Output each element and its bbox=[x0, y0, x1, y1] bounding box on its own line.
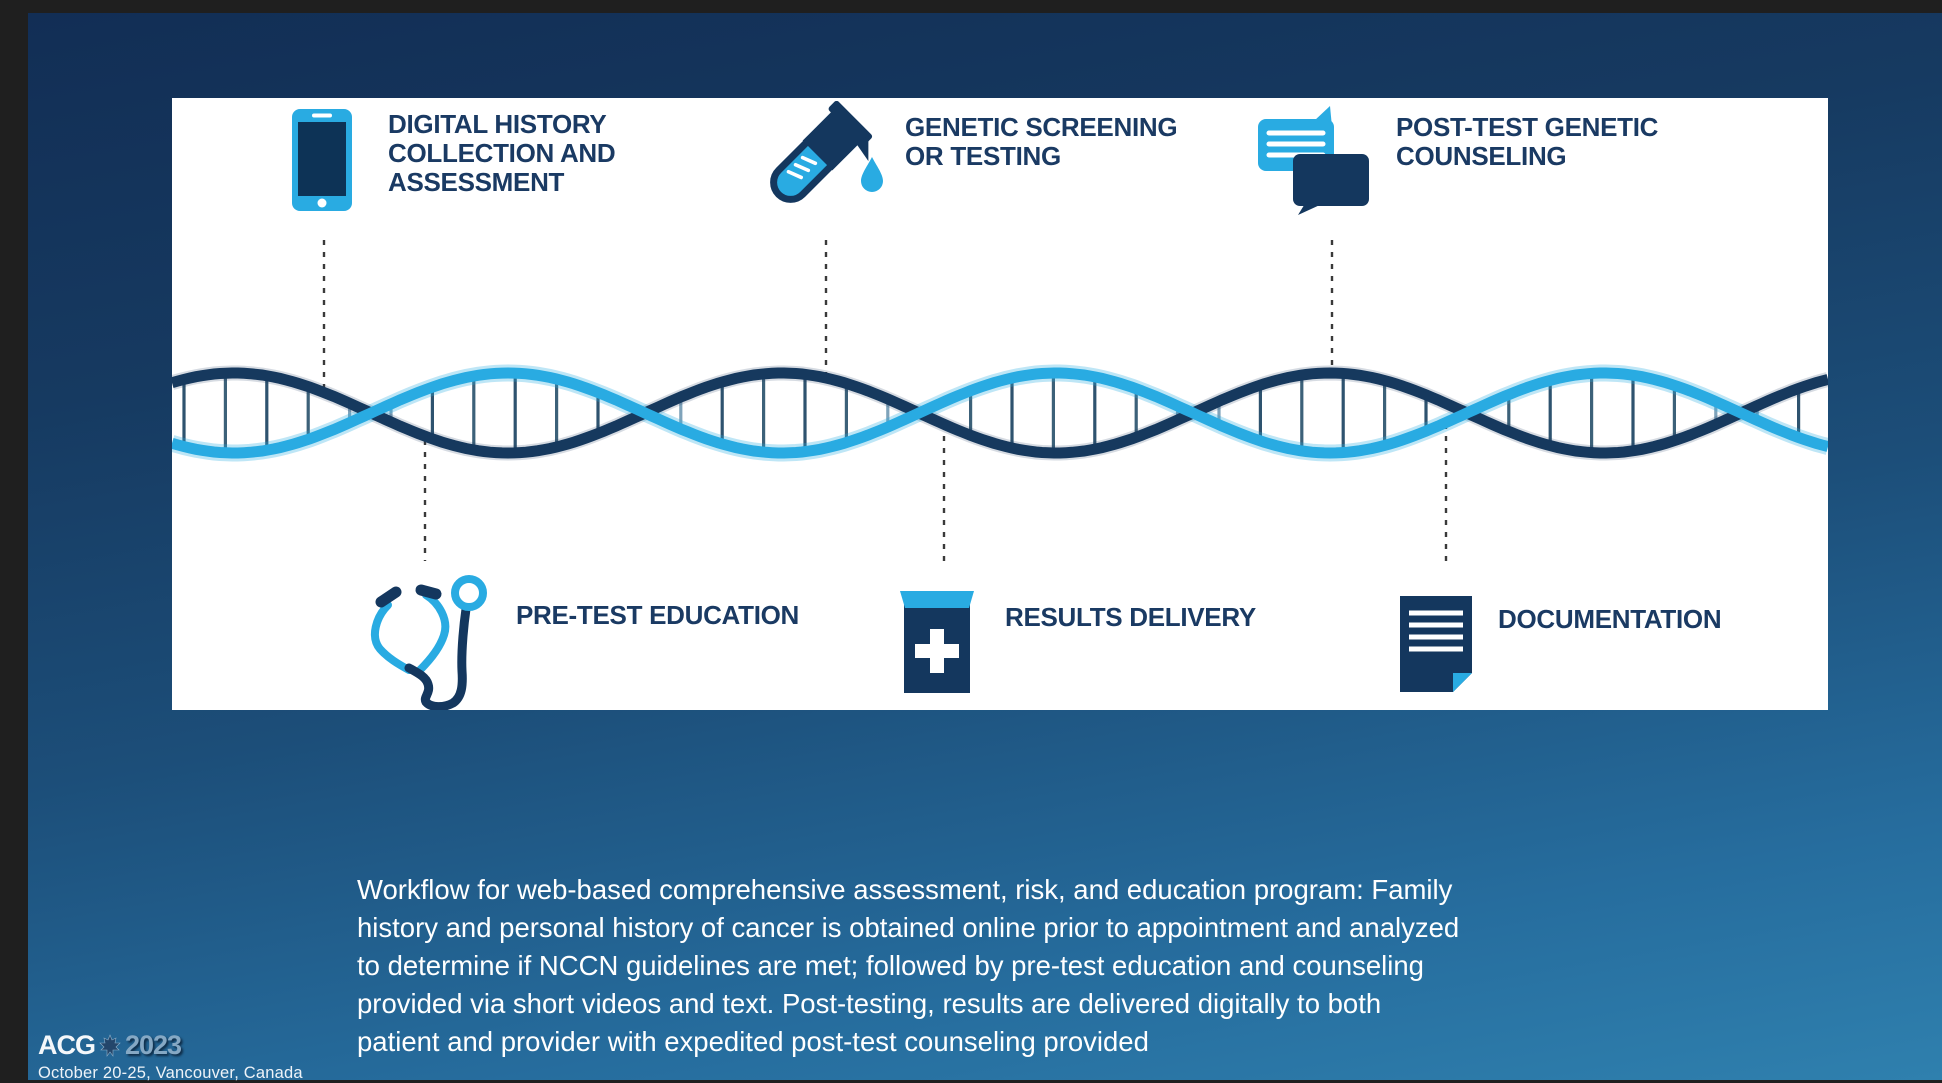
step-label-genetic-screening: GENETIC SCREENING OR TESTING bbox=[905, 112, 1178, 171]
workflow-panel: DIGITAL HISTORY COLLECTION AND ASSESSMEN… bbox=[172, 98, 1828, 710]
caption-line: Workflow for web-based comprehensive ass… bbox=[357, 874, 1453, 905]
test-tube-icon bbox=[770, 101, 883, 203]
step-label-line: OR TESTING bbox=[905, 141, 1061, 171]
step-label-post-test-counseling: POST-TEST GENETIC COUNSELING bbox=[1396, 113, 1658, 171]
stethoscope-icon bbox=[370, 575, 487, 710]
slide-background: DIGITAL HISTORY COLLECTION AND ASSESSMEN… bbox=[28, 13, 1942, 1083]
step-label-results-delivery: RESULTS DELIVERY bbox=[1005, 602, 1256, 632]
caption-line: patient and provider with expedited post… bbox=[357, 1026, 1149, 1057]
caption-line: history and personal history of cancer i… bbox=[357, 912, 1460, 943]
step-label-line: POST-TEST GENETIC bbox=[1396, 112, 1659, 142]
caption-line: provided via short videos and text. Post… bbox=[357, 988, 1382, 1019]
step-label-line: DIGITAL HISTORY bbox=[388, 109, 607, 139]
step-label-line: COLLECTION AND bbox=[388, 138, 616, 168]
medical-kit-icon bbox=[900, 591, 974, 693]
conference-year: 2023 bbox=[125, 1030, 182, 1060]
helix-rungs bbox=[182, 373, 1801, 453]
figure-caption: Workflow for web-based comprehensive ass… bbox=[357, 871, 1687, 1061]
helix-light-strand bbox=[172, 367, 1828, 459]
step-label-digital-history: DIGITAL HISTORY COLLECTION AND ASSESSMEN… bbox=[388, 109, 616, 197]
dna-helix bbox=[172, 364, 1828, 462]
step-label-line: COUNSELING bbox=[1396, 141, 1567, 171]
acg-logo-text: ACG bbox=[38, 1030, 96, 1060]
step-label-line: ASSESSMENT bbox=[388, 167, 565, 197]
maple-leaf-icon bbox=[99, 1033, 121, 1057]
step-label-line: GENETIC SCREENING bbox=[905, 112, 1178, 142]
step-label-documentation: DOCUMENTATION bbox=[1498, 604, 1722, 634]
document-icon bbox=[1400, 596, 1472, 692]
caption-line: to determine if NCCN guidelines are met;… bbox=[357, 950, 1424, 981]
helix-dark-strand bbox=[172, 367, 1828, 459]
conference-location: October 20-25, Vancouver, Canada bbox=[38, 1064, 303, 1082]
step-label-pre-test-education: PRE-TEST EDUCATION bbox=[516, 600, 800, 630]
conference-footer: ACG 2023 October 20-25, Vancouver, Canad… bbox=[38, 1030, 303, 1083]
chat-bubbles-icon bbox=[1258, 106, 1369, 215]
smartphone-icon bbox=[292, 109, 352, 211]
